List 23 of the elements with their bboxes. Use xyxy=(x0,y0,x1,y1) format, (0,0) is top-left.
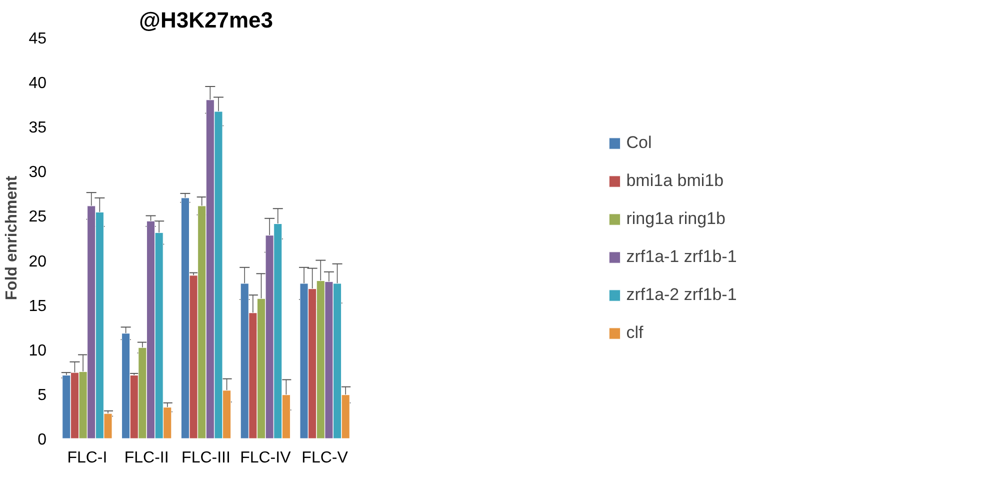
legend-label: ring1a ring1b xyxy=(626,208,726,228)
y-tick-label: 45 xyxy=(28,30,47,48)
legend-label: bmi1a bmi1b xyxy=(626,170,724,190)
chart-title: @H3K27me3 xyxy=(139,8,273,32)
y-tick-label: 0 xyxy=(38,432,47,448)
legend-label: zrf1a-2 zrf1b-1 xyxy=(626,284,737,304)
y-tick-label: 20 xyxy=(28,253,47,270)
y-axis-title: Fold enrichment xyxy=(4,175,21,300)
y-tick-label: 10 xyxy=(28,342,47,360)
x-tick-label: FLC-II xyxy=(124,450,169,466)
y-tick-label: 15 xyxy=(28,298,47,315)
y-tick-label: 5 xyxy=(38,386,47,404)
x-tick-label: FLC-V xyxy=(302,450,348,466)
legend-label: Col xyxy=(626,132,652,152)
x-tick-label: FLC-III xyxy=(182,450,230,466)
x-tick-label: FLC-IV xyxy=(240,450,292,466)
legend-label: clf xyxy=(626,322,644,342)
y-tick-label: 25 xyxy=(28,208,47,226)
y-tick-label: 30 xyxy=(28,164,47,182)
x-tick-label: FLC-I xyxy=(67,450,108,466)
y-tick-label: 40 xyxy=(28,75,47,92)
legend-label: zrf1a-1 zrf1b-1 xyxy=(626,246,737,266)
y-tick-label: 35 xyxy=(28,120,47,137)
